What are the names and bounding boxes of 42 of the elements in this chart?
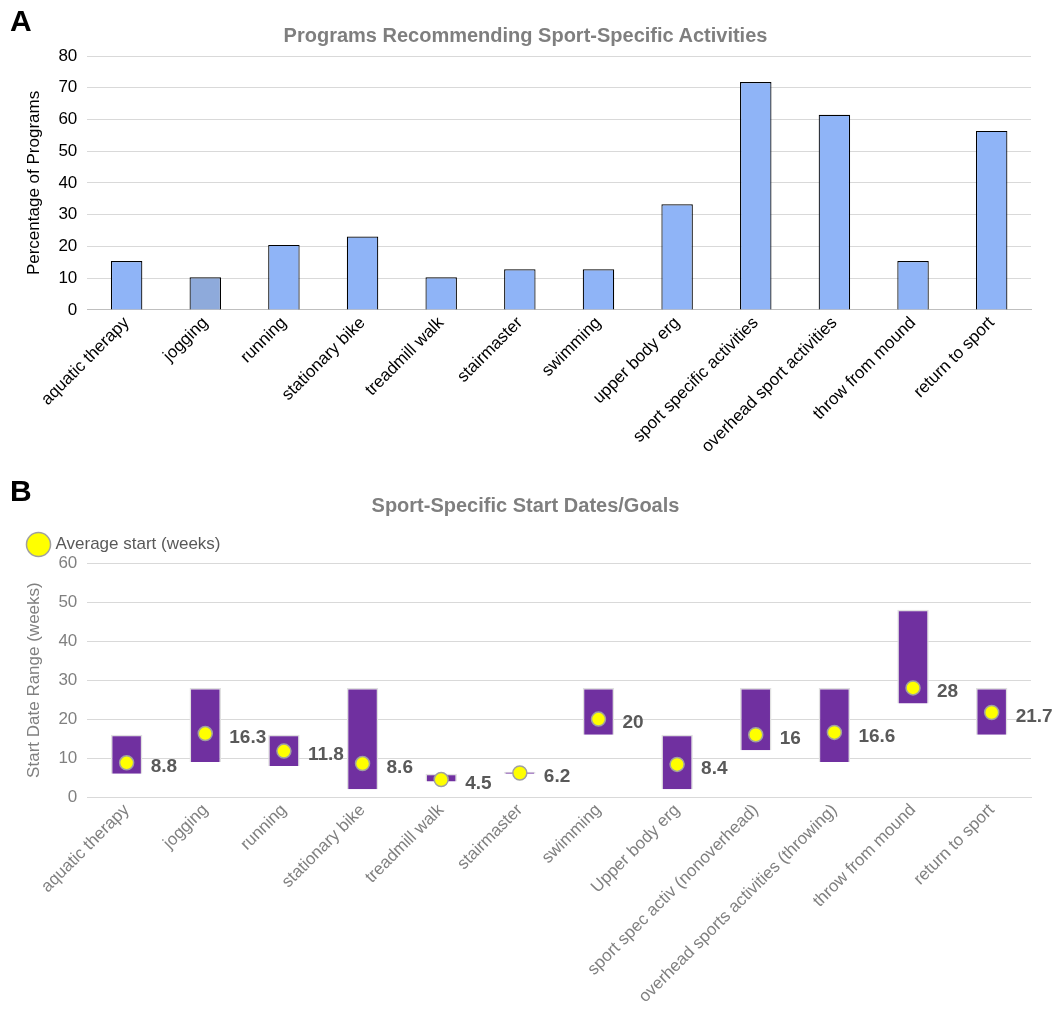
text: B — [10, 474, 32, 508]
data-label: 21.7 — [1015, 704, 1053, 726]
point — [826, 724, 843, 741]
chart-title: Programs Recommending Sport-Specific Activities — [283, 23, 768, 46]
data-label: 20 — [622, 711, 644, 733]
data-label: 28 — [937, 680, 959, 702]
y-tick-label: 50 — [58, 140, 78, 160]
y-tick-label: 50 — [58, 591, 78, 611]
text: A — [10, 4, 32, 38]
y-tick-label: 10 — [58, 267, 78, 287]
y-tick-label: 30 — [58, 669, 78, 689]
data-label: 8.8 — [150, 755, 178, 777]
point — [512, 765, 528, 781]
data-label: 8.4 — [701, 756, 728, 778]
chart-title: Sport-Specific Start Dates/Goals — [371, 493, 680, 516]
point — [433, 771, 449, 788]
point — [748, 726, 764, 743]
y-tick-label: 20 — [58, 708, 78, 728]
data-label: 16 — [779, 726, 801, 748]
data-label: 11.8 — [307, 743, 344, 765]
y-tick-label: 40 — [58, 630, 78, 650]
data-label: 16.6 — [858, 724, 896, 746]
point — [354, 755, 371, 772]
point — [197, 725, 214, 742]
y-tick-label: 0 — [67, 299, 78, 319]
legend-label: Average start (weeks) — [55, 534, 221, 554]
y-tick-label: 10 — [58, 747, 78, 767]
y-axis-title: Percentage of Programs — [23, 90, 43, 276]
data-label: 8.6 — [386, 755, 413, 777]
y-tick-label: 60 — [58, 552, 78, 572]
y-tick-label: 40 — [58, 172, 78, 192]
y-tick-label: 60 — [58, 109, 78, 129]
data-label: 6.2 — [543, 765, 571, 787]
y-tick-label: 0 — [67, 786, 78, 806]
y-tick-label: 20 — [58, 236, 78, 256]
y-tick-label: 80 — [58, 45, 78, 65]
y-axis-title: Start Date Range (weeks) — [23, 582, 43, 778]
data-label: 4.5 — [465, 771, 493, 793]
data-label: 16.3 — [229, 725, 267, 747]
y-tick-label: 70 — [58, 77, 78, 97]
y-tick-label: 30 — [58, 204, 78, 224]
point — [905, 680, 921, 696]
